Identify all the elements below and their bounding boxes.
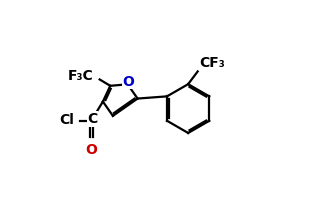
Text: Cl: Cl xyxy=(59,113,74,127)
Text: O: O xyxy=(85,143,97,157)
Text: O: O xyxy=(123,75,135,89)
Text: CF₃: CF₃ xyxy=(199,56,225,70)
Text: C: C xyxy=(87,112,97,126)
Text: F₃C: F₃C xyxy=(68,69,93,83)
